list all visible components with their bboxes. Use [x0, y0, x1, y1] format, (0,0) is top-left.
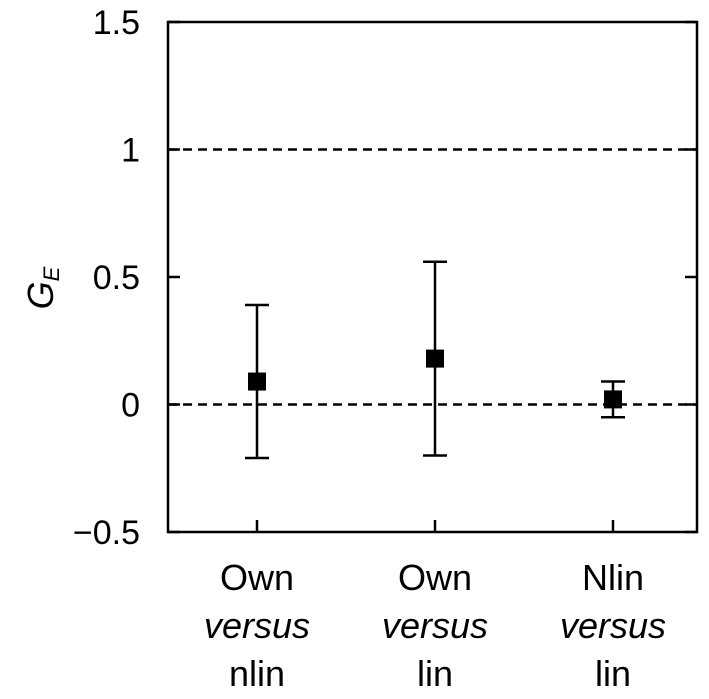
- data-point-0: [248, 372, 266, 391]
- x-axis-ticks: [255, 520, 615, 532]
- category-label-0-line-2: versus: [204, 605, 310, 646]
- y-axis-label-subscript: E: [39, 266, 64, 281]
- y-tick-label-3: 1: [121, 132, 140, 170]
- y-tick-label-1: 0: [121, 387, 140, 425]
- category-label-0-line-3: nlin: [229, 653, 285, 694]
- y-tick-label-2: 0.5: [93, 259, 140, 297]
- category-label-2-line-2: versus: [560, 605, 666, 646]
- category-labels: Own versus nlin Own versus lin Nlin versus lin: [204, 557, 666, 694]
- category-label-1-line-3: lin: [417, 653, 453, 694]
- y-axis-ticks: −0.5 0 0.5 1 1.5: [73, 4, 697, 552]
- y-tick-label-0: −0.5: [73, 514, 140, 552]
- category-label-2-line-3: lin: [595, 653, 631, 694]
- y-tick-label-4: 1.5: [93, 4, 140, 42]
- category-label-0-line-1: Own: [220, 557, 294, 598]
- data-points: [248, 349, 622, 409]
- data-point-2: [604, 390, 622, 409]
- y-axis-label-main: G: [20, 281, 61, 309]
- category-label-1-line-2: versus: [382, 605, 488, 646]
- category-label-2-line-1: Nlin: [582, 557, 644, 598]
- plot-frame: [166, 20, 699, 534]
- data-point-1: [426, 349, 444, 368]
- y-axis-label: GE: [20, 266, 64, 309]
- category-label-1-line-1: Own: [398, 557, 472, 598]
